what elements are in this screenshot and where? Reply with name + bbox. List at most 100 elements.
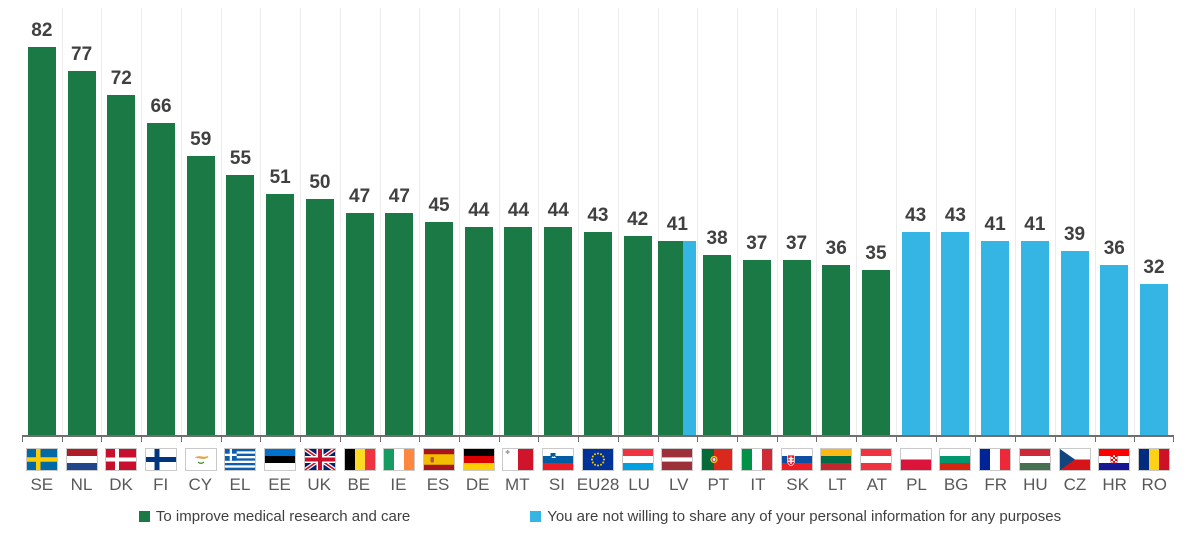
country-label-at: AT (866, 475, 888, 494)
bar-cz-not-willing[interactable] (1060, 251, 1089, 435)
flag-slot (697, 448, 737, 471)
bar-group-cz (1060, 251, 1089, 435)
flag-slot (777, 448, 817, 471)
axis-tick (617, 437, 619, 442)
bar-lv-medical-research[interactable] (658, 241, 684, 435)
value-label-cy: 59 (190, 129, 212, 151)
bar-at-medical-research[interactable] (861, 270, 890, 435)
bar-mt-medical-research[interactable] (504, 227, 533, 435)
legend-item-not-willing[interactable]: You are not willing to share any of your… (530, 508, 1061, 525)
flag-icon-ie (383, 448, 416, 471)
flag-icon-dk (105, 448, 138, 471)
axis-tick (379, 437, 381, 442)
bar-fr-not-willing[interactable] (981, 241, 1010, 435)
bar-dk-medical-research[interactable] (107, 95, 136, 435)
country-label-cy: CY (188, 475, 213, 494)
flag-slot (618, 448, 658, 471)
bar-slot-se: 82 (22, 0, 62, 435)
flag-slot (181, 448, 221, 471)
category-gridline (975, 8, 977, 435)
bar-group-it (742, 260, 771, 435)
bar-nl-medical-research[interactable] (67, 71, 96, 435)
bar-de-medical-research[interactable] (464, 227, 493, 435)
category-gridline (1134, 8, 1136, 435)
bar-it-medical-research[interactable] (742, 260, 771, 435)
flag-icon-uk (303, 448, 336, 471)
category-gridline (697, 8, 699, 435)
flag-icon-lu (621, 448, 654, 471)
bar-pt-medical-research[interactable] (703, 255, 732, 435)
axis-tick (856, 437, 858, 442)
category-gridline (856, 8, 858, 435)
bar-hu-not-willing[interactable] (1020, 241, 1049, 435)
category-gridline (379, 8, 381, 435)
bar-eu28-medical-research[interactable] (583, 232, 612, 435)
bar-slot-ie: 47 (379, 0, 419, 435)
bar-ee-medical-research[interactable] (266, 194, 295, 435)
flag-icon-mt (502, 448, 535, 471)
bar-group-bg (941, 232, 970, 435)
bar-group-ee (266, 194, 295, 435)
bar-hr-not-willing[interactable] (1100, 265, 1129, 435)
country-label-uk: UK (307, 475, 331, 494)
bar-lv-not-willing[interactable] (683, 241, 697, 435)
bar-es-medical-research[interactable] (425, 222, 454, 435)
flag-slot (300, 448, 340, 471)
axis-tick (697, 437, 699, 442)
value-label-eu28: 43 (587, 205, 609, 227)
bar-group-el (226, 175, 255, 435)
flag-icon-de (462, 448, 495, 471)
value-label-de: 44 (468, 200, 490, 222)
bar-slot-eu28: 43 (578, 0, 618, 435)
legend-item-medical-research[interactable]: To improve medical research and care (138, 508, 410, 525)
bar-fi-medical-research[interactable] (147, 123, 176, 435)
axis-tick (578, 437, 580, 442)
flag-slot (22, 448, 62, 471)
bar-group-es (425, 222, 454, 435)
country-label-sk: SK (786, 475, 809, 494)
category-gridline (498, 8, 500, 435)
flag-slot (62, 448, 102, 471)
axis-tick (141, 437, 143, 442)
bar-si-medical-research[interactable] (544, 227, 573, 435)
bar-lt-medical-research[interactable] (822, 265, 851, 435)
bar-cy-medical-research[interactable] (186, 156, 215, 435)
category-gridline (538, 8, 540, 435)
category-gridline (180, 8, 182, 435)
category-gridline (458, 8, 460, 435)
bar-se-medical-research[interactable] (27, 47, 56, 435)
flag-icon-sk (780, 448, 813, 471)
flag-icon-se (25, 448, 58, 471)
flag-slot (101, 448, 141, 471)
bar-be-medical-research[interactable] (345, 213, 374, 435)
bar-ro-not-willing[interactable] (1139, 284, 1168, 435)
bar-uk-medical-research[interactable] (305, 199, 334, 435)
bar-ie-medical-research[interactable] (385, 213, 414, 435)
country-label-fr: FR (984, 475, 1008, 494)
bar-group-hr (1100, 265, 1129, 435)
flag-icon-cz (1058, 448, 1091, 471)
bar-slot-at: 35 (856, 0, 896, 435)
country-label-mt: MT (505, 475, 530, 494)
value-label-pl: 43 (905, 205, 927, 227)
bar-pl-not-willing[interactable] (901, 232, 930, 435)
axis-tick (1094, 437, 1096, 442)
bar-slot-cz: 39 (1055, 0, 1095, 435)
bar-slot-bg: 43 (936, 0, 976, 435)
bar-el-medical-research[interactable] (226, 175, 255, 435)
bar-lu-medical-research[interactable] (623, 236, 652, 435)
axis-tick (22, 437, 23, 442)
flag-slot (737, 448, 777, 471)
bar-bg-not-willing[interactable] (941, 232, 970, 435)
category-gridline (1094, 8, 1096, 435)
flag-slot (856, 448, 896, 471)
category-gridline (220, 8, 222, 435)
bar-sk-medical-research[interactable] (782, 260, 811, 435)
flag-slot (141, 448, 181, 471)
country-label-ro: RO (1141, 475, 1167, 494)
country-label-eu28: EU28 (576, 475, 620, 494)
axis-tick (458, 437, 460, 442)
country-label-lu: LU (628, 475, 650, 494)
legend-label-not-willing: You are not willing to share any of your… (547, 508, 1062, 526)
flag-slot (975, 448, 1015, 471)
